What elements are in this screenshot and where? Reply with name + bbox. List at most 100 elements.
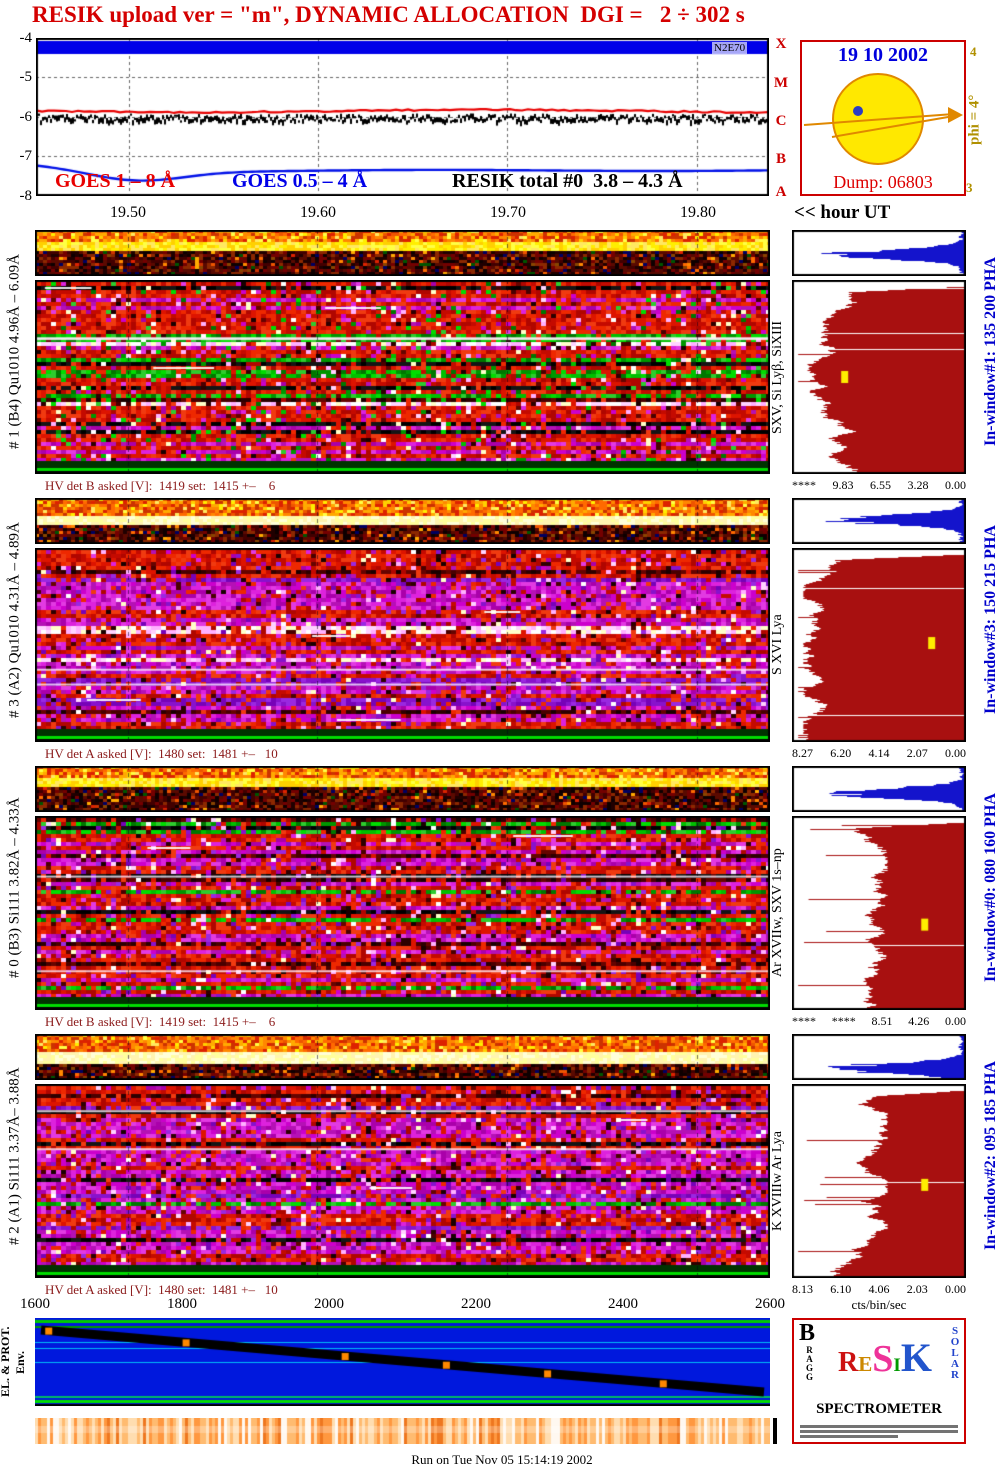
phi-scale-bottom: 3 bbox=[966, 180, 973, 195]
pha-histogram-panel-3 bbox=[792, 766, 966, 812]
goes-flux-plot bbox=[36, 38, 769, 196]
scale-value: 0.00 bbox=[945, 478, 966, 492]
flux-class-b: B bbox=[775, 151, 786, 167]
logo-vertical-solar: SOLAR bbox=[950, 1325, 960, 1381]
counts-units-label: cts/bin/sec bbox=[851, 1297, 907, 1312]
panel-3-line-label: Ar XVIIw, SXV 1s–np bbox=[770, 848, 785, 978]
spectrometer-label: SPECTROMETER bbox=[816, 1401, 942, 1417]
dgi-tick: 2000 bbox=[314, 1296, 344, 1312]
phi-angle-label: phi = 4° bbox=[966, 94, 983, 146]
goes-ytick: -5 bbox=[19, 69, 33, 85]
flux-class-m: M bbox=[773, 75, 789, 91]
logo-letter: E bbox=[858, 1352, 873, 1376]
active-region-dot-icon bbox=[853, 106, 863, 116]
spectrum-histogram-panel-4 bbox=[792, 1084, 966, 1278]
scale-value: 2.03 bbox=[906, 1282, 928, 1296]
page-title: RESIK upload ver = "m", DYNAMIC ALLOCATI… bbox=[32, 2, 745, 27]
scale-value: 4.06 bbox=[868, 1282, 890, 1296]
scale-value: 0.00 bbox=[945, 746, 966, 760]
flux-class-a: A bbox=[775, 184, 787, 200]
panel-3-scale-row: **** **** 8.51 4.26 0.00 bbox=[792, 1014, 966, 1029]
activity-color-strip bbox=[35, 1418, 770, 1444]
time-tick: 19.70 bbox=[490, 204, 526, 221]
spectrogram-panel-4 bbox=[35, 1084, 770, 1278]
sun-disk-icon bbox=[803, 73, 963, 165]
goes-ytick: -6 bbox=[19, 109, 33, 125]
logo-letter-b: B bbox=[799, 1320, 816, 1346]
panel-4-line-label: K XVIIIw Ar Lya bbox=[770, 1131, 785, 1231]
spectrum-histogram-panel-3 bbox=[792, 816, 966, 1010]
dgi-tick: 2600 bbox=[755, 1296, 785, 1312]
scale-value: 6.10 bbox=[830, 1282, 852, 1296]
hv-status-panel-1: HV det B asked [V]: 1419 set: 1415 +– 6 bbox=[45, 478, 276, 493]
dgi-tick: 2200 bbox=[461, 1296, 491, 1312]
logo-letter: I bbox=[893, 1355, 901, 1376]
panel-1-line-label: SXV, Si Lyβ, SiXIII bbox=[770, 320, 785, 434]
time-tick: 19.50 bbox=[110, 204, 146, 221]
sun-pointing-box: 19 10 2002 Dump: 06803 bbox=[800, 40, 966, 196]
fine-print-lines bbox=[800, 1423, 958, 1438]
panel-1-window-label: In-window#1: 135 200 PHA bbox=[982, 257, 999, 447]
flux-class-x: X bbox=[775, 36, 787, 52]
panel-4-scale-row: 8.13 6.10 4.06 2.03 0.00 bbox=[792, 1282, 966, 1297]
flux-class-c: C bbox=[775, 113, 787, 129]
time-tick: 19.60 bbox=[300, 204, 336, 221]
scale-value: 6.55 bbox=[870, 478, 891, 492]
goes-ytick: -8 bbox=[19, 188, 33, 204]
hour-ut-label: << hour UT bbox=[794, 202, 891, 223]
scale-value: 4.26 bbox=[908, 1014, 930, 1028]
pointing-line-icon bbox=[803, 113, 955, 126]
pha-histogram-panel-1 bbox=[792, 230, 966, 276]
el-prot-env-panel bbox=[35, 1318, 770, 1406]
dump-number: Dump: 06803 bbox=[833, 172, 933, 192]
pha-strip-panel-4 bbox=[35, 1034, 770, 1080]
hv-status-panel-4: HV det A asked [V]: 1480 set: 1481 +– 10 bbox=[45, 1282, 278, 1297]
panel-4-window-label: In-window#2: 095 185 PHA bbox=[982, 1061, 999, 1251]
pha-strip-panel-3 bbox=[35, 766, 770, 812]
legend-goes-1-8: GOES 1 – 8 Å bbox=[55, 170, 176, 192]
dgi-tick: 1800 bbox=[167, 1296, 197, 1312]
resik-logo-box: B RAGG SOLAR RESIK SPECTROMETER bbox=[792, 1318, 966, 1444]
pha-strip-panel-2 bbox=[35, 498, 770, 544]
scale-value: **** bbox=[792, 1014, 816, 1028]
legend-resik-total: RESIK total #0 3.8 – 4.3 Å bbox=[452, 170, 683, 192]
logo-letter: S bbox=[872, 1338, 894, 1380]
panel-2-scale-row: 8.27 6.20 4.14 2.07 0.00 bbox=[792, 746, 966, 761]
pha-histogram-panel-4 bbox=[792, 1034, 966, 1080]
scale-value: 8.51 bbox=[871, 1014, 893, 1028]
strip-end-tick bbox=[773, 1418, 777, 1444]
pha-histogram-panel-2 bbox=[792, 498, 966, 544]
scale-value: 9.83 bbox=[832, 478, 854, 492]
scale-value: 4.14 bbox=[868, 746, 890, 760]
scale-value: **** bbox=[831, 1014, 856, 1028]
spectrogram-panel-1 bbox=[35, 280, 770, 474]
scale-value: 0.00 bbox=[945, 1282, 966, 1296]
date-label: 19 10 2002 bbox=[838, 44, 928, 66]
scale-value: 3.28 bbox=[907, 478, 929, 492]
panel-1-left-label: # 1 (B4) Qu1010 4.96Å – 6.09Å bbox=[6, 254, 23, 450]
spectrogram-panel-3 bbox=[35, 816, 770, 1010]
panel-2-left-label: # 3 (A2) Qu1010 4.31Å – 4.89Å bbox=[6, 522, 23, 718]
scale-value: **** bbox=[792, 478, 816, 492]
region-annotation: N2E70 bbox=[712, 42, 748, 54]
scale-value: 6.20 bbox=[830, 746, 852, 760]
panel-1-scale-row: **** 9.83 6.55 3.28 0.00 bbox=[792, 478, 966, 493]
panel-3-left-label: # 0 (B3) Si111 3.82Å – 4.33Å bbox=[6, 797, 23, 979]
hv-status-panel-3: HV det B asked [V]: 1419 set: 1415 +– 6 bbox=[45, 1014, 276, 1029]
hv-status-panel-2: HV det A asked [V]: 1480 set: 1481 +– 10 bbox=[45, 746, 278, 761]
scale-value: 2.07 bbox=[906, 746, 928, 760]
scale-value: 8.27 bbox=[792, 746, 813, 760]
dgi-tick: 1600 bbox=[20, 1296, 50, 1312]
pha-strip-panel-1 bbox=[35, 230, 770, 276]
spectrum-histogram-panel-1 bbox=[792, 280, 966, 474]
goes-ytick: -7 bbox=[19, 148, 33, 164]
logo-resik-letters: RESIK bbox=[820, 1330, 950, 1386]
phi-scale-top: 4 bbox=[970, 44, 977, 59]
panel-4-left-label: # 2 (A1) Si111 3.37Å– 3.88Å bbox=[6, 1067, 23, 1245]
legend-goes-05-4: GOES 0.5 – 4 Å bbox=[232, 170, 368, 192]
panel-3-window-label: In-window#0: 080 160 PHA bbox=[982, 793, 999, 983]
spectrogram-panel-2 bbox=[35, 548, 770, 742]
pointing-arrowhead-icon bbox=[948, 107, 963, 123]
scale-value: 0.00 bbox=[945, 1014, 966, 1028]
